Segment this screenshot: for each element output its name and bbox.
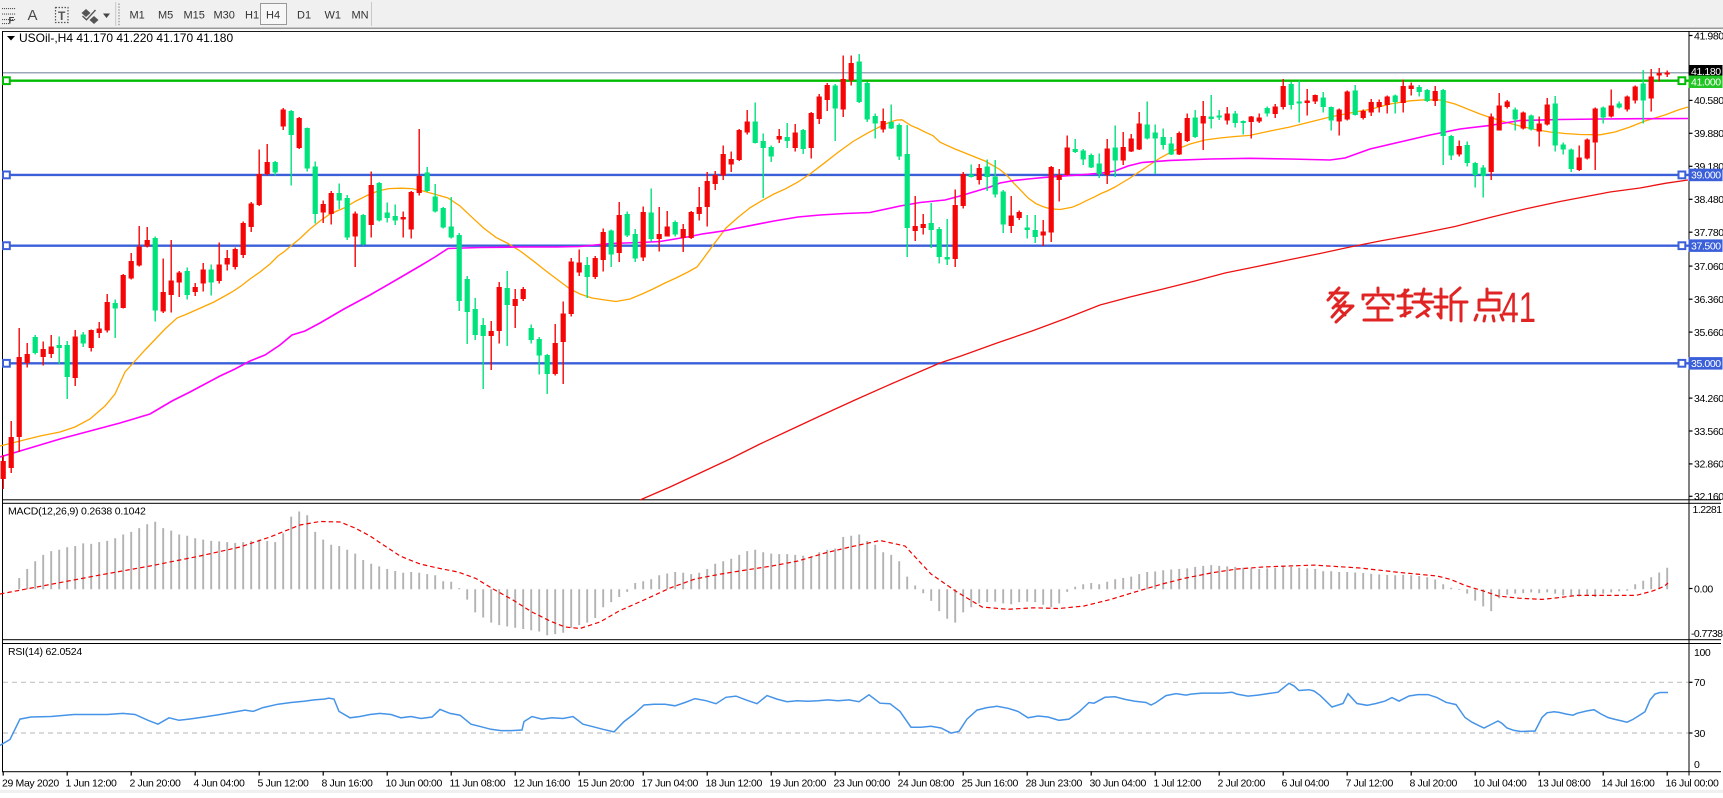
- svg-text:6 Jul 04:00: 6 Jul 04:00: [1282, 778, 1330, 790]
- svg-text:5 Jun 12:00: 5 Jun 12:00: [258, 778, 310, 790]
- svg-text:38.480: 38.480: [1694, 194, 1723, 206]
- svg-text:12 Jun 16:00: 12 Jun 16:00: [514, 778, 571, 790]
- svg-text:2 Jul 20:00: 2 Jul 20:00: [1218, 778, 1266, 790]
- svg-text:41.000: 41.000: [1691, 77, 1721, 89]
- svg-text:USOil-,H4 41.170 41.220 41.17: USOil-,H4 41.170 41.220 41.170 41.180: [19, 31, 233, 45]
- svg-text:37.780: 37.780: [1694, 227, 1723, 239]
- svg-text:28 Jun 23:00: 28 Jun 23:00: [1026, 778, 1083, 790]
- svg-text:7 Jul 12:00: 7 Jul 12:00: [1346, 778, 1394, 790]
- svg-text:33.560: 33.560: [1694, 426, 1723, 438]
- svg-text:16 Jul 00:00: 16 Jul 00:00: [1666, 778, 1720, 790]
- svg-text:MN: MN: [352, 10, 369, 22]
- svg-text:F: F: [9, 16, 15, 27]
- svg-text:24 Jun 08:00: 24 Jun 08:00: [898, 778, 955, 790]
- svg-text:40.580: 40.580: [1694, 95, 1723, 107]
- svg-text:A: A: [28, 7, 38, 24]
- svg-text:30 Jun 04:00: 30 Jun 04:00: [1090, 778, 1147, 790]
- svg-text:41.980: 41.980: [1694, 30, 1723, 42]
- svg-text:14 Jul 16:00: 14 Jul 16:00: [1602, 778, 1656, 790]
- svg-text:32.160: 32.160: [1694, 491, 1723, 503]
- svg-text:H4: H4: [266, 10, 280, 22]
- svg-text:23 Jun 00:00: 23 Jun 00:00: [834, 778, 891, 790]
- svg-text:RSI(14) 62.0524: RSI(14) 62.0524: [8, 646, 82, 658]
- svg-text:M15: M15: [184, 10, 205, 22]
- svg-text:1 Jun 12:00: 1 Jun 12:00: [66, 778, 118, 790]
- svg-text:1.2281: 1.2281: [1693, 504, 1723, 516]
- svg-text:11 Jun 08:00: 11 Jun 08:00: [450, 778, 506, 790]
- svg-text:H1: H1: [245, 10, 259, 22]
- svg-text:2 Jun 20:00: 2 Jun 20:00: [130, 778, 182, 790]
- svg-text:10 Jun 00:00: 10 Jun 00:00: [386, 778, 443, 790]
- svg-text:W1: W1: [325, 10, 342, 22]
- svg-text:M30: M30: [214, 10, 235, 22]
- svg-text:70: 70: [1694, 677, 1705, 689]
- svg-text:8 Jul 20:00: 8 Jul 20:00: [1410, 778, 1458, 790]
- svg-text:17 Jun 04:00: 17 Jun 04:00: [642, 778, 699, 790]
- svg-text:35.000: 35.000: [1691, 358, 1721, 370]
- svg-text:29 May 2020: 29 May 2020: [2, 778, 59, 790]
- svg-text:36.360: 36.360: [1694, 294, 1723, 306]
- svg-text:0.00: 0.00: [1694, 583, 1713, 595]
- svg-text:D1: D1: [297, 10, 311, 22]
- svg-text:39.880: 39.880: [1694, 128, 1723, 140]
- svg-text:32.860: 32.860: [1694, 459, 1723, 471]
- svg-text:18 Jun 12:00: 18 Jun 12:00: [706, 778, 763, 790]
- svg-text:39.000: 39.000: [1691, 170, 1721, 182]
- svg-text:0: 0: [1694, 759, 1700, 771]
- svg-text:35.660: 35.660: [1694, 327, 1723, 339]
- svg-text:-0.7738: -0.7738: [1691, 628, 1723, 640]
- svg-text:15 Jun 20:00: 15 Jun 20:00: [578, 778, 635, 790]
- svg-text:37.060: 37.060: [1694, 261, 1723, 273]
- svg-text:37.500: 37.500: [1691, 241, 1721, 253]
- svg-text:1 Jul 12:00: 1 Jul 12:00: [1154, 778, 1202, 790]
- svg-text:100: 100: [1694, 647, 1711, 659]
- svg-text:8 Jun 16:00: 8 Jun 16:00: [322, 778, 374, 790]
- svg-text:4 Jun 04:00: 4 Jun 04:00: [194, 778, 246, 790]
- svg-text:M1: M1: [130, 10, 145, 22]
- svg-text:MACD(12,26,9) 0.2638 0.1042: MACD(12,26,9) 0.2638 0.1042: [8, 506, 146, 518]
- svg-text:19 Jun 20:00: 19 Jun 20:00: [770, 778, 827, 790]
- svg-text:41.180: 41.180: [1691, 66, 1721, 78]
- svg-text:M5: M5: [158, 10, 173, 22]
- svg-text:30: 30: [1694, 728, 1705, 740]
- svg-text:25 Jun 16:00: 25 Jun 16:00: [962, 778, 1019, 790]
- svg-text:T: T: [58, 9, 66, 23]
- svg-text:10 Jul 04:00: 10 Jul 04:00: [1474, 778, 1528, 790]
- svg-text:41: 41: [1502, 283, 1536, 331]
- svg-text:13 Jul 08:00: 13 Jul 08:00: [1538, 778, 1592, 790]
- svg-text:34.260: 34.260: [1694, 393, 1723, 405]
